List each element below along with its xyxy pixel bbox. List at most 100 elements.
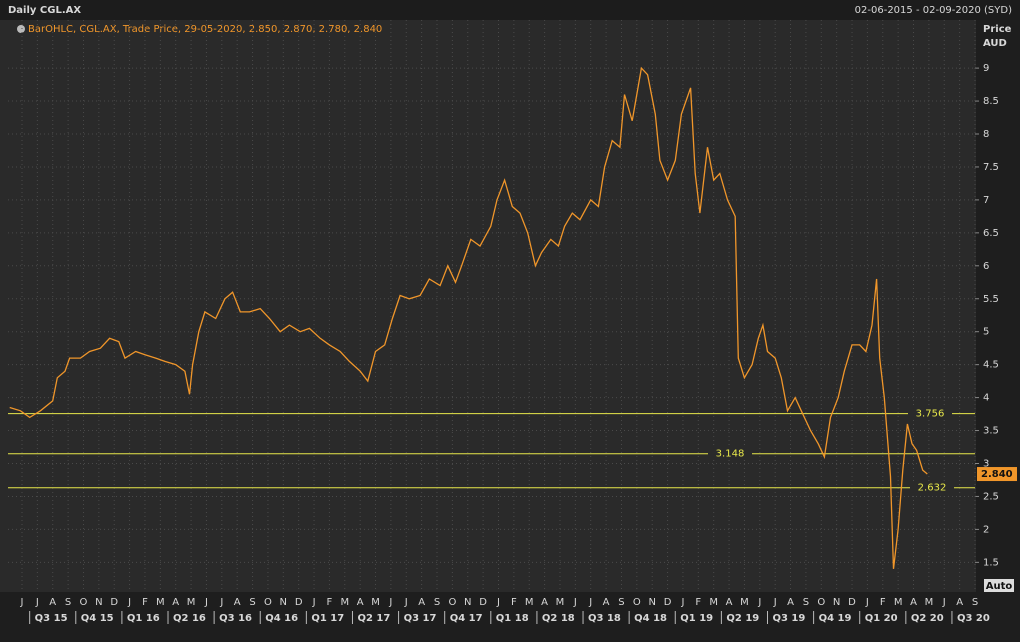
quarter-label: Q2 19	[726, 613, 759, 624]
x-tick-label: D	[110, 597, 118, 608]
x-tick-label: F	[142, 597, 148, 608]
y-tick-label: 5.5	[983, 294, 999, 305]
x-tick-label: A	[603, 597, 610, 608]
x-tick-label: O	[80, 597, 88, 608]
x-tick-label: F	[327, 597, 333, 608]
x-tick-label: S	[972, 597, 978, 608]
x-tick-label: N	[648, 597, 655, 608]
x-tick-label: A	[956, 597, 963, 608]
x-tick-label: A	[418, 597, 425, 608]
quarter-label: Q4 18	[634, 613, 667, 624]
reference-label: 3.756	[916, 409, 945, 420]
y-tick-label: 7.5	[983, 162, 999, 173]
quarter-label: Q1 16	[127, 613, 160, 624]
x-tick-label: N	[464, 597, 471, 608]
x-tick-label: N	[280, 597, 287, 608]
y-tick-label: 8.5	[983, 96, 999, 107]
x-tick-label: J	[757, 597, 761, 608]
quarter-label: Q4 17	[450, 613, 483, 624]
x-tick-label: J	[573, 597, 577, 608]
x-tick-label: D	[848, 597, 856, 608]
x-tick-label: O	[633, 597, 641, 608]
x-tick-label: O	[817, 597, 825, 608]
x-tick-label: J	[20, 597, 24, 608]
x-tick-label: M	[371, 597, 380, 608]
quarter-label: Q3 20	[957, 613, 990, 624]
x-tick-label: J	[35, 597, 39, 608]
x-tick-label: A	[726, 597, 733, 608]
quarter-label: Q1 17	[311, 613, 344, 624]
reference-label: 2.632	[918, 483, 947, 494]
x-tick-label: D	[479, 597, 487, 608]
quarter-label: Q3 19	[772, 613, 805, 624]
quarter-label: Q2 17	[357, 613, 390, 624]
x-tick-label: S	[249, 597, 255, 608]
x-tick-label: J	[588, 597, 592, 608]
x-tick-label: F	[880, 597, 886, 608]
quarter-label: Q1 19	[680, 613, 713, 624]
x-tick-label: M	[925, 597, 934, 608]
y-label: Price	[983, 24, 1012, 35]
x-tick-label: A	[49, 597, 56, 608]
y-tick-label: 9	[983, 63, 989, 74]
x-tick-label: J	[496, 597, 500, 608]
y-tick-label: 4.5	[983, 360, 999, 371]
chart-title: Daily CGL.AX	[8, 5, 81, 16]
x-tick-label: D	[664, 597, 672, 608]
x-tick-label: A	[910, 597, 917, 608]
y-tick-label: 6.5	[983, 228, 999, 239]
quarter-label: Q2 18	[542, 613, 575, 624]
auto-button[interactable]	[984, 579, 1014, 592]
x-tick-label: A	[541, 597, 548, 608]
legend-icon	[17, 25, 25, 33]
x-tick-label: N	[95, 597, 102, 608]
x-tick-label: J	[219, 597, 223, 608]
x-tick-label: M	[556, 597, 565, 608]
y-tick-label: 5	[983, 327, 989, 338]
x-tick-label: S	[618, 597, 624, 608]
reference-label-bg	[910, 481, 954, 494]
y-unit: AUD	[983, 38, 1007, 49]
last-price-box	[977, 467, 1017, 482]
y-tick-label: 3.5	[983, 426, 999, 437]
x-tick-label: M	[525, 597, 534, 608]
x-tick-label: M	[187, 597, 196, 608]
x-tick-label: S	[434, 597, 440, 608]
x-tick-label: S	[65, 597, 71, 608]
x-tick-label: A	[787, 597, 794, 608]
reference-label-bg	[708, 447, 752, 460]
reference-label: 3.148	[716, 449, 745, 460]
x-tick-label: J	[388, 597, 392, 608]
quarter-label: Q4 16	[265, 613, 298, 624]
quarter-label: Q1 18	[496, 613, 529, 624]
x-tick-label: M	[156, 597, 165, 608]
y-tick-label: 8	[983, 129, 989, 140]
quarter-label: Q3 16	[219, 613, 252, 624]
x-tick-label: J	[204, 597, 208, 608]
x-tick-label: M	[340, 597, 349, 608]
x-tick-label: F	[511, 597, 517, 608]
y-tick-label: 6	[983, 261, 989, 272]
x-tick-label: J	[942, 597, 946, 608]
quarter-label: Q3 17	[404, 613, 437, 624]
quarter-label: Q2 16	[173, 613, 206, 624]
auto-label[interactable]: Auto	[986, 581, 1013, 592]
x-tick-label: A	[234, 597, 241, 608]
x-tick-label: J	[773, 597, 777, 608]
quarter-label: Q4 19	[819, 613, 852, 624]
x-tick-label: J	[312, 597, 316, 608]
date-range: 02-06-2015 - 02-09-2020 (SYD)	[855, 5, 1012, 16]
x-tick-label: M	[740, 597, 749, 608]
x-tick-label: J	[680, 597, 684, 608]
x-tick-label: F	[695, 597, 701, 608]
x-tick-label: M	[709, 597, 718, 608]
price-line	[9, 66, 928, 569]
x-tick-label: J	[404, 597, 408, 608]
x-tick-label: N	[833, 597, 840, 608]
quarter-label: Q1 20	[865, 613, 898, 624]
y-tick-label: 2	[983, 524, 989, 535]
x-tick-label: O	[264, 597, 272, 608]
quarter-label: Q4 15	[81, 613, 114, 624]
